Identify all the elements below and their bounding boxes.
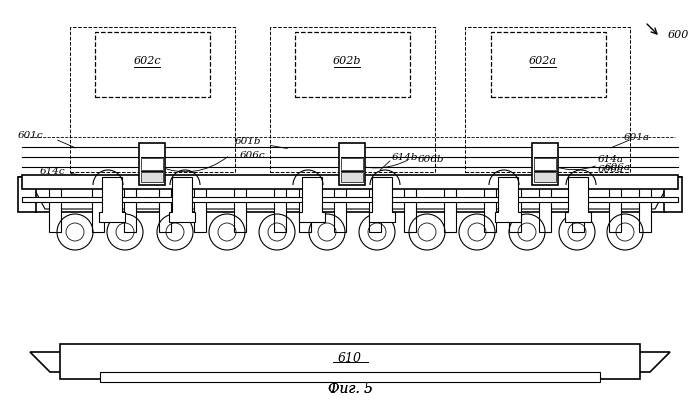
FancyBboxPatch shape xyxy=(124,177,136,232)
Polygon shape xyxy=(565,177,591,222)
Bar xyxy=(295,32,410,97)
Text: 614c: 614c xyxy=(40,166,66,175)
Polygon shape xyxy=(495,177,521,222)
FancyBboxPatch shape xyxy=(341,172,363,182)
FancyBboxPatch shape xyxy=(534,158,556,170)
FancyBboxPatch shape xyxy=(404,177,416,232)
FancyBboxPatch shape xyxy=(92,177,104,232)
Text: Фиг. 5: Фиг. 5 xyxy=(328,382,372,396)
Bar xyxy=(95,32,210,97)
Text: 606c: 606c xyxy=(240,151,265,160)
FancyBboxPatch shape xyxy=(484,177,496,232)
Bar xyxy=(465,27,630,172)
Text: 601c: 601c xyxy=(18,131,43,140)
Polygon shape xyxy=(169,177,195,222)
Text: 614b: 614b xyxy=(392,153,419,162)
FancyBboxPatch shape xyxy=(334,177,346,232)
FancyBboxPatch shape xyxy=(22,175,678,189)
FancyBboxPatch shape xyxy=(369,177,381,232)
FancyBboxPatch shape xyxy=(234,177,246,232)
FancyBboxPatch shape xyxy=(532,143,558,185)
Text: 602b: 602b xyxy=(332,55,361,66)
FancyBboxPatch shape xyxy=(18,177,36,212)
FancyBboxPatch shape xyxy=(274,177,286,232)
Text: 606a: 606a xyxy=(605,162,631,171)
FancyBboxPatch shape xyxy=(609,177,621,232)
Polygon shape xyxy=(18,177,682,212)
FancyBboxPatch shape xyxy=(22,197,678,202)
FancyBboxPatch shape xyxy=(159,177,171,232)
Text: 614a: 614a xyxy=(598,155,624,164)
FancyBboxPatch shape xyxy=(639,177,651,232)
Bar xyxy=(270,27,435,172)
Text: 601b: 601b xyxy=(234,138,261,147)
FancyBboxPatch shape xyxy=(299,177,311,232)
Polygon shape xyxy=(299,177,325,222)
Polygon shape xyxy=(30,352,670,372)
FancyBboxPatch shape xyxy=(572,177,584,232)
FancyBboxPatch shape xyxy=(444,177,456,232)
FancyBboxPatch shape xyxy=(139,143,165,185)
FancyBboxPatch shape xyxy=(141,172,163,182)
FancyBboxPatch shape xyxy=(534,172,556,182)
Bar xyxy=(491,32,606,97)
Text: Фиг. 5: Фиг. 5 xyxy=(328,382,372,396)
Text: 600: 600 xyxy=(668,30,690,40)
FancyBboxPatch shape xyxy=(509,177,521,232)
Text: 602a: 602a xyxy=(529,55,557,66)
Text: 606b: 606b xyxy=(418,155,444,164)
FancyBboxPatch shape xyxy=(194,177,206,232)
FancyBboxPatch shape xyxy=(100,372,600,382)
Text: 601a: 601a xyxy=(624,133,650,142)
FancyBboxPatch shape xyxy=(141,158,163,170)
FancyBboxPatch shape xyxy=(539,177,551,232)
Text: 602c: 602c xyxy=(133,55,161,66)
Polygon shape xyxy=(99,177,125,222)
FancyBboxPatch shape xyxy=(339,143,365,185)
FancyBboxPatch shape xyxy=(341,158,363,170)
Text: 606a: 606a xyxy=(598,164,624,173)
FancyBboxPatch shape xyxy=(49,177,61,232)
FancyBboxPatch shape xyxy=(60,344,640,379)
Bar xyxy=(70,27,235,172)
Polygon shape xyxy=(369,177,395,222)
Text: 610: 610 xyxy=(338,352,362,365)
FancyBboxPatch shape xyxy=(664,177,682,212)
